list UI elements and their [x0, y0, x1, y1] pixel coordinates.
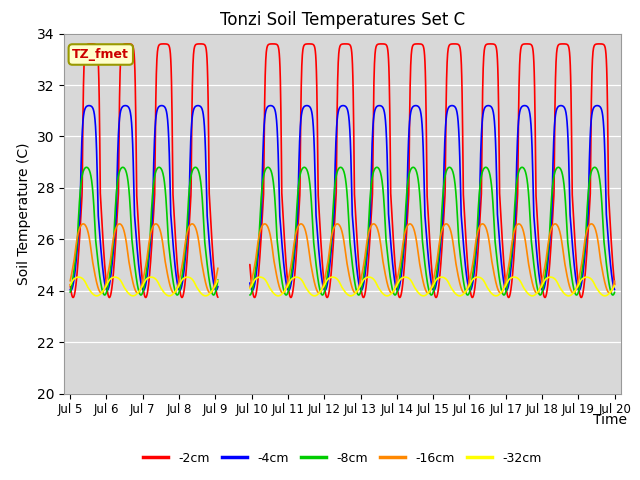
Title: Tonzi Soil Temperatures Set C: Tonzi Soil Temperatures Set C — [220, 11, 465, 29]
Legend: -2cm, -4cm, -8cm, -16cm, -32cm: -2cm, -4cm, -8cm, -16cm, -32cm — [138, 447, 547, 469]
Y-axis label: Soil Temperature (C): Soil Temperature (C) — [17, 143, 31, 285]
X-axis label: Time: Time — [593, 413, 627, 427]
Text: TZ_fmet: TZ_fmet — [72, 48, 129, 61]
